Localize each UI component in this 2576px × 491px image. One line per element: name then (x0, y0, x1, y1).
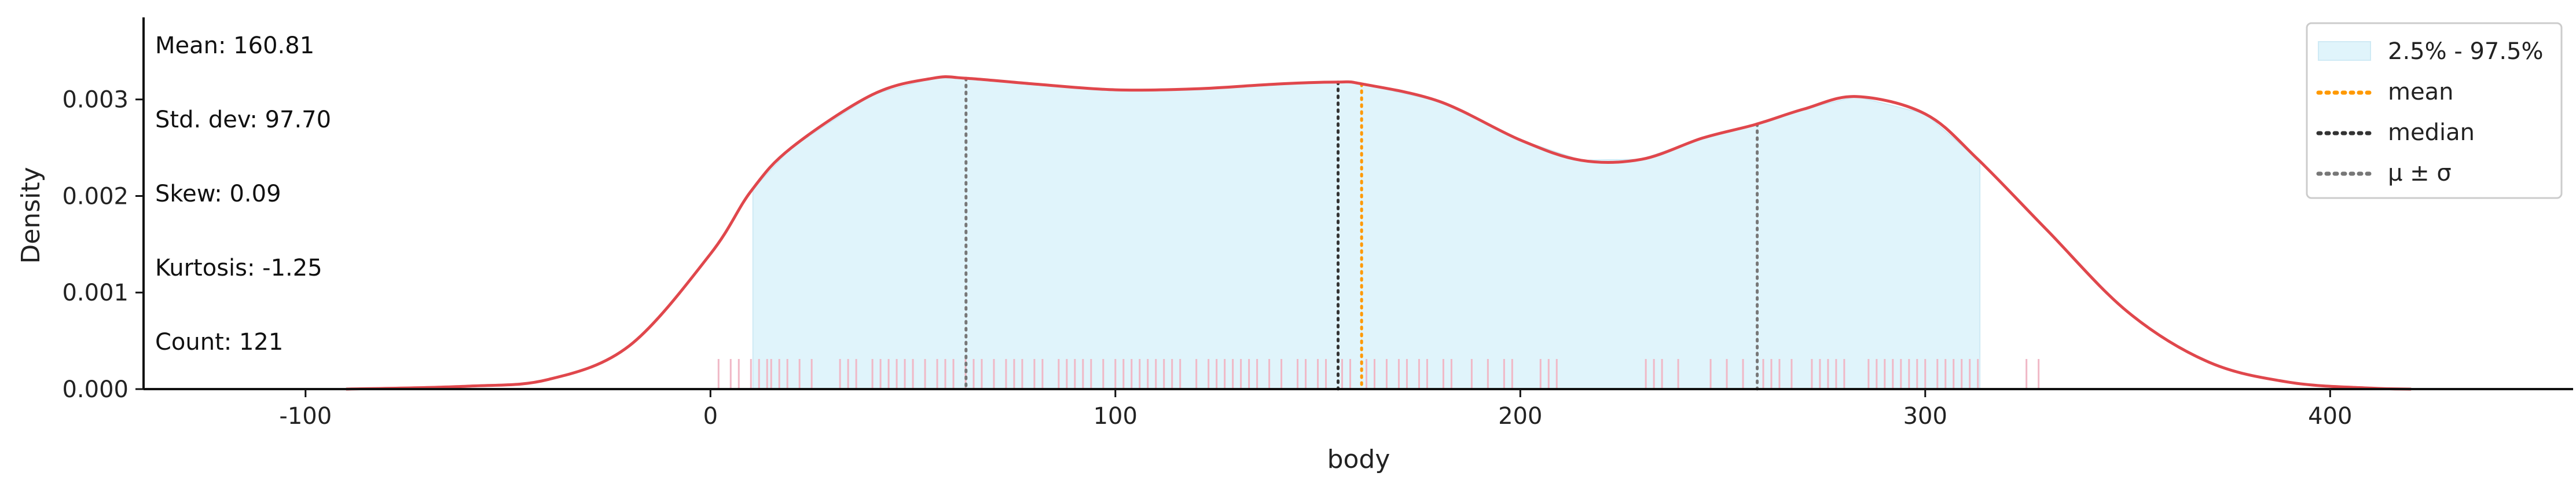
x-tick-label: 400 (2308, 403, 2352, 430)
y-axis-label: Density (16, 167, 46, 263)
x-tick-label: 200 (1498, 403, 1542, 430)
x-tick-label: 300 (1903, 403, 1947, 430)
interval-fill (752, 77, 1981, 390)
stat-mean: Mean: 160.81 (155, 32, 314, 59)
x-tick-label: 100 (1093, 403, 1137, 430)
stat-kurtosis: Kurtosis: -1.25 (155, 255, 322, 281)
kde-line (346, 75, 2412, 391)
y-tick-label: 0.002 (62, 183, 129, 210)
legend-patch-interval (2318, 41, 2371, 61)
stat-std-dev: Std. dev: 97.70 (155, 107, 331, 133)
legend-label-mean: mean (2388, 79, 2453, 105)
y-tick-label: 0.000 (62, 376, 129, 403)
plot-area (346, 75, 2412, 391)
legend-label-median: median (2388, 119, 2475, 146)
y-tick-label: 0.003 (62, 87, 129, 113)
x-axis-label: body (1327, 445, 1390, 474)
axes: -100 0 100 200 300 400 0.000 0.001 0.002 0.003 (62, 17, 2573, 430)
legend: 2.5% - 97.5% mean median μ ± σ (2306, 22, 2563, 199)
stats-panel: Mean: 160.81 Std. dev: 97.70 Skew: 0.09 … (155, 32, 331, 356)
x-tick-label: -100 (279, 403, 332, 430)
x-tick-label: 0 (703, 403, 718, 430)
legend-box (2306, 22, 2563, 199)
y-tick-label: 0.001 (62, 280, 129, 306)
legend-label-sigma: μ ± σ (2388, 160, 2452, 186)
stat-skew: Skew: 0.09 (155, 181, 281, 207)
legend-label-interval: 2.5% - 97.5% (2388, 38, 2544, 65)
stat-count: Count: 121 (155, 329, 283, 356)
